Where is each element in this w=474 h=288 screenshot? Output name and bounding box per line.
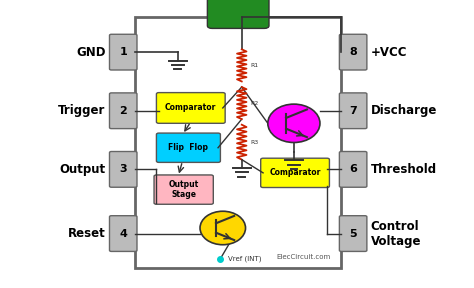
FancyBboxPatch shape	[339, 34, 367, 70]
Text: 6: 6	[349, 164, 357, 174]
Text: Discharge: Discharge	[371, 104, 437, 117]
Text: Comparator: Comparator	[165, 103, 217, 112]
Text: R3: R3	[250, 140, 258, 145]
Text: Reset: Reset	[68, 227, 106, 240]
FancyBboxPatch shape	[339, 151, 367, 187]
Text: Control
Voltage: Control Voltage	[371, 219, 421, 248]
Text: ElecCircuit.com: ElecCircuit.com	[276, 254, 330, 260]
Text: Threshold: Threshold	[371, 163, 437, 176]
FancyBboxPatch shape	[339, 216, 367, 251]
FancyBboxPatch shape	[135, 17, 341, 268]
FancyBboxPatch shape	[156, 93, 225, 123]
Text: +VCC: +VCC	[371, 46, 407, 59]
Text: Output: Output	[60, 163, 106, 176]
FancyBboxPatch shape	[156, 133, 220, 162]
Text: R1: R1	[250, 63, 258, 68]
Text: 3: 3	[119, 164, 127, 174]
Text: 8: 8	[349, 47, 357, 57]
FancyBboxPatch shape	[261, 158, 329, 187]
Text: Comparator: Comparator	[269, 168, 321, 177]
Text: Trigger: Trigger	[58, 104, 106, 117]
FancyBboxPatch shape	[109, 93, 137, 129]
Text: 1: 1	[119, 47, 127, 57]
Text: 4: 4	[119, 229, 127, 238]
FancyBboxPatch shape	[154, 175, 213, 204]
FancyBboxPatch shape	[339, 93, 367, 129]
FancyBboxPatch shape	[109, 151, 137, 187]
Text: Flip  Flop: Flip Flop	[168, 143, 209, 152]
FancyBboxPatch shape	[109, 34, 137, 70]
FancyBboxPatch shape	[207, 0, 269, 29]
FancyBboxPatch shape	[109, 216, 137, 251]
Text: R2: R2	[250, 101, 258, 106]
Text: Vref (INT): Vref (INT)	[228, 255, 261, 262]
Text: 5: 5	[349, 229, 357, 238]
Text: 2: 2	[119, 106, 127, 116]
Ellipse shape	[200, 211, 246, 245]
Ellipse shape	[268, 104, 320, 143]
Text: GND: GND	[76, 46, 106, 59]
Text: Output
Stage: Output Stage	[169, 180, 199, 199]
Text: 7: 7	[349, 106, 357, 116]
